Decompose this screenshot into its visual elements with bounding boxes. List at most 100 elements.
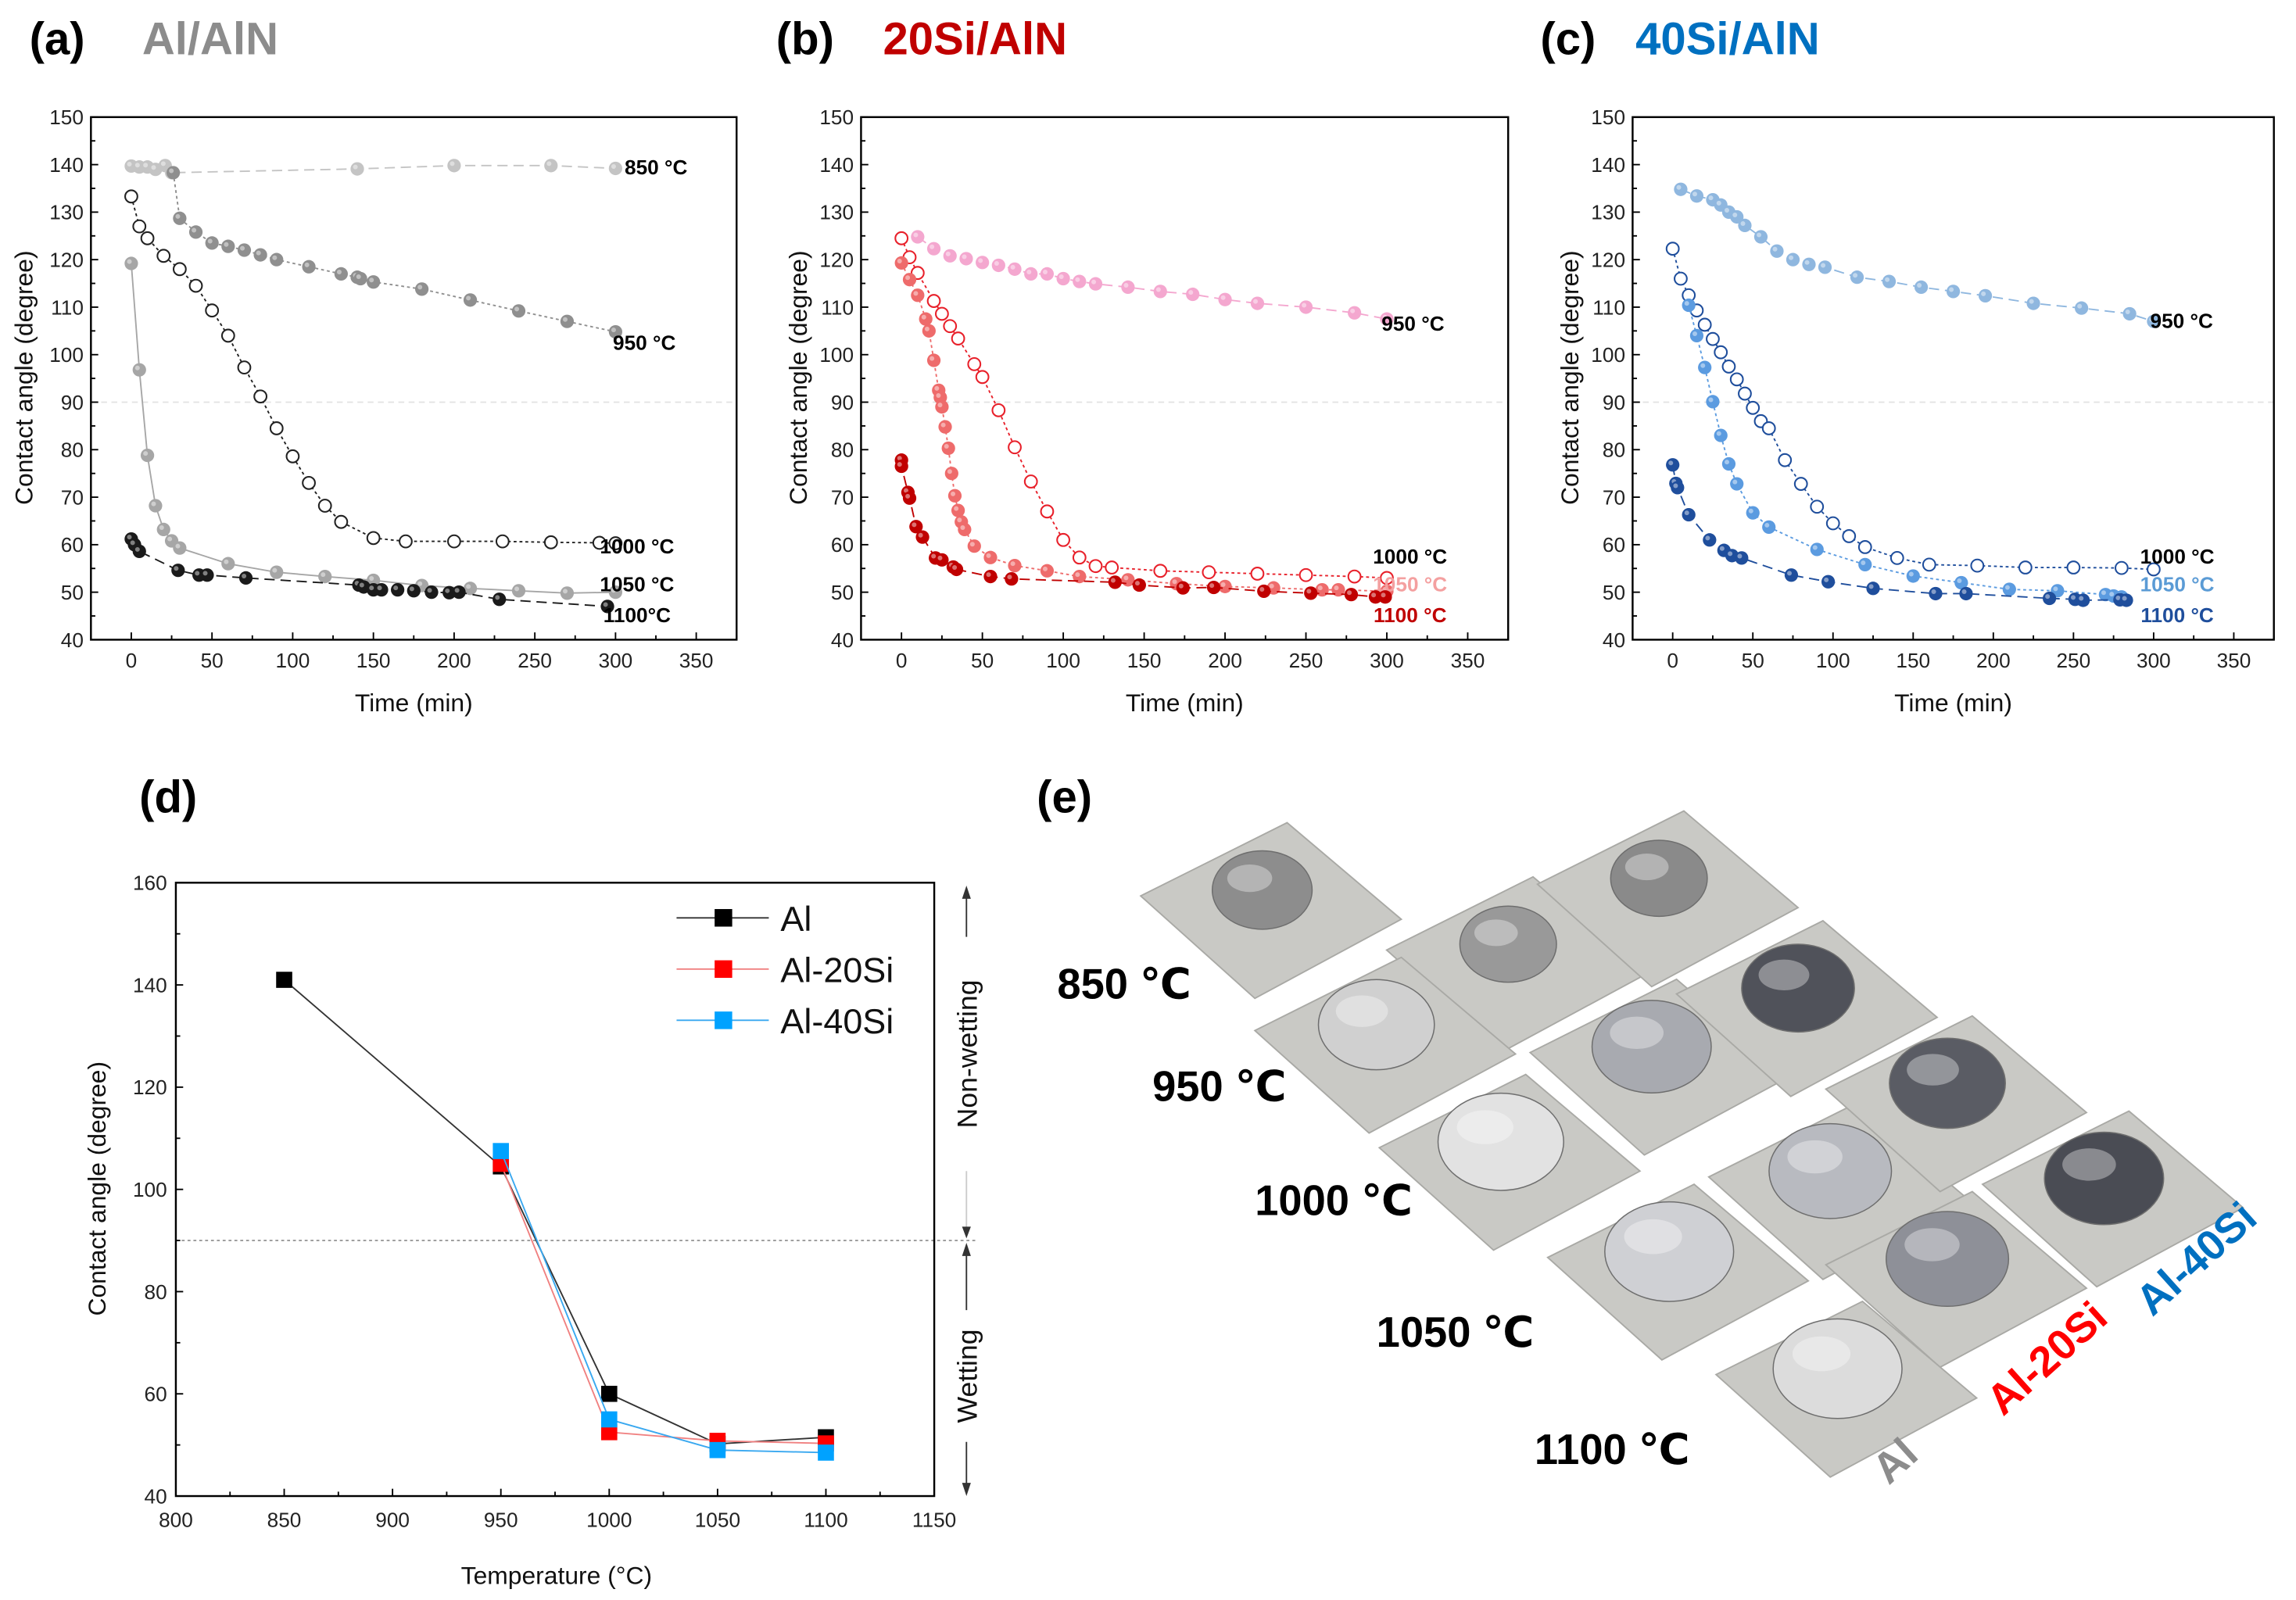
data-point [1298, 567, 1313, 582]
data-point [237, 243, 252, 257]
data-point [926, 294, 941, 308]
x-tick-label: 100 [1046, 649, 1080, 672]
data-point [608, 161, 622, 176]
x-tick-label: 150 [356, 649, 391, 672]
data-point [1850, 270, 1864, 285]
legend-marker [715, 909, 732, 927]
data-point-highlight [1134, 581, 1140, 586]
y-tick-label: 60 [1603, 533, 1625, 557]
data-point [140, 448, 155, 463]
legend-marker [715, 1011, 732, 1029]
data-point-highlight [2070, 595, 2076, 600]
data-point-highlight [1708, 195, 1714, 201]
data-point [374, 582, 389, 597]
y-tick-label: 100 [819, 343, 854, 367]
data-point [1882, 274, 1897, 288]
data-point-highlight [897, 462, 902, 467]
series-al-20si [493, 1155, 834, 1451]
data-point [894, 256, 908, 270]
data-point-highlight [1676, 184, 1682, 190]
data-point [334, 267, 348, 281]
data-point [1347, 569, 1362, 584]
data-point [1008, 262, 1022, 276]
x-tick-label: 150 [1127, 649, 1162, 672]
series-line [500, 1151, 826, 1454]
data-point [1730, 209, 1744, 224]
y-tick-label: 80 [145, 1280, 167, 1304]
wetting-label: Wetting [951, 1329, 983, 1423]
data-point [944, 467, 958, 481]
data-point-highlight [969, 542, 975, 547]
data-point [560, 586, 575, 600]
series-line [1671, 248, 2154, 571]
data-point [1786, 252, 1800, 267]
data-point-highlight [377, 585, 382, 591]
data-point [253, 248, 267, 262]
data-point [353, 271, 367, 286]
x-tick-label: 100 [1816, 649, 1850, 672]
data-point-highlight [417, 581, 423, 586]
data-point-highlight [393, 585, 399, 591]
data-point [1761, 421, 1776, 435]
data-point [975, 370, 990, 385]
chart-panel-a: (a) Al/AlN 40 50 60 70 80 90 100 110 120 130 140 150 0… [9, 13, 738, 717]
data-point-highlight [1673, 483, 1678, 489]
data-point-highlight [1732, 479, 1738, 485]
data-point [1810, 499, 1825, 514]
data-point-highlight [924, 326, 930, 331]
series-label: 850 °C [625, 156, 687, 179]
data-point-highlight [272, 255, 278, 260]
legend-label: Al [780, 899, 811, 939]
data-point [1689, 189, 1704, 203]
data-point-highlight [207, 238, 213, 244]
data-point-highlight [1772, 246, 1778, 252]
data-point-highlight [1716, 431, 1721, 436]
series-line [500, 1163, 826, 1444]
data-point-highlight [272, 567, 278, 573]
x-tick-label: 300 [599, 649, 633, 672]
series-label: 950 °C [1381, 312, 1444, 335]
data-point-highlight [304, 262, 310, 267]
data-point-highlight [242, 573, 247, 578]
x-tick-label: 900 [375, 1508, 410, 1531]
data-point [919, 312, 933, 326]
data-point [156, 522, 170, 537]
data-point-highlight [962, 254, 967, 260]
data-point-highlight [947, 469, 952, 474]
panel-title: 40Si/AlN [1635, 13, 1820, 64]
data-point [560, 314, 575, 328]
data-point [1730, 477, 1744, 491]
data-point-highlight [994, 261, 999, 267]
data-point [608, 585, 622, 600]
data-point-highlight [546, 161, 552, 166]
data-point [1674, 182, 1688, 196]
data-point [1218, 292, 1232, 306]
droplet-highlight [1227, 864, 1273, 893]
data-point [1206, 580, 1221, 595]
data-point [1304, 586, 1318, 600]
data-point-highlight [1302, 302, 1307, 308]
data-point-highlight [1347, 590, 1352, 596]
data-point-highlight [175, 213, 181, 219]
data-point [302, 260, 316, 274]
data-point-highlight [1220, 582, 1226, 587]
y-tick-label: 150 [49, 106, 84, 129]
legend-label: Al-40Si [780, 1001, 894, 1041]
series-1100 [124, 532, 614, 614]
data-point-highlight [514, 586, 520, 592]
data-point-highlight [611, 328, 616, 333]
data-point-highlight [1719, 546, 1725, 551]
data-point [983, 550, 998, 564]
data-point-highlight [563, 589, 568, 594]
data-point-highlight [450, 161, 455, 166]
data-point-highlight [336, 269, 342, 274]
data-point-highlight [1042, 566, 1048, 571]
data-point [1073, 274, 1087, 288]
x-tick-label: 1150 [912, 1508, 956, 1531]
data-point-highlight [1692, 191, 1697, 197]
data-point-highlight [1981, 291, 1986, 296]
data-point [947, 489, 962, 503]
data-point [173, 541, 187, 555]
data-point-highlight [944, 444, 949, 449]
data-point [1056, 271, 1070, 286]
